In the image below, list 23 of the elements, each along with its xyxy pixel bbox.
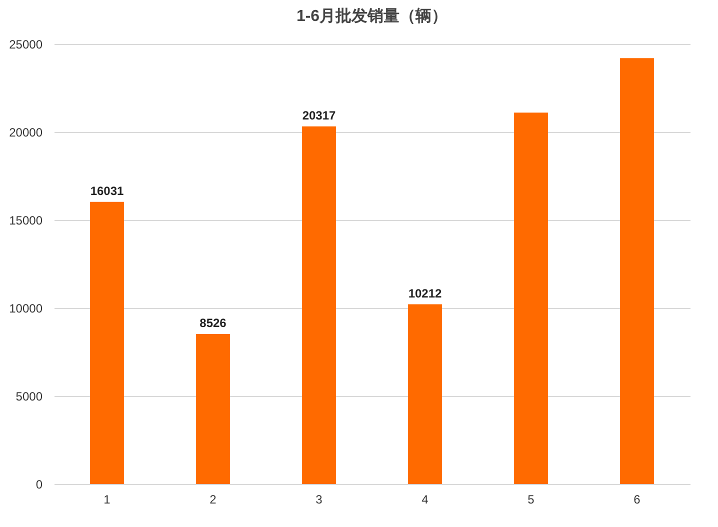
bar (302, 126, 336, 484)
x-tick-label: 4 (422, 492, 429, 506)
y-tick-label: 20000 (9, 126, 43, 140)
data-label: 10212 (408, 286, 442, 300)
y-tick-label: 0 (36, 478, 43, 492)
x-tick-label: 2 (210, 492, 217, 506)
x-tick-label: 6 (634, 492, 641, 506)
x-tick-label: 3 (316, 492, 323, 506)
chart-title: 1-6月批发销量（辆） (296, 7, 448, 25)
y-tick-label: 15000 (9, 214, 43, 228)
bar (196, 334, 230, 484)
y-tick-label: 25000 (9, 38, 43, 52)
x-tick-label: 5 (528, 492, 535, 506)
y-tick-label: 10000 (9, 302, 43, 316)
data-label: 8526 (200, 316, 227, 330)
bar (514, 112, 548, 484)
data-label: 20317 (302, 108, 336, 122)
bar (620, 58, 654, 484)
x-tick-label: 1 (104, 492, 111, 506)
y-tick-label: 5000 (16, 390, 43, 404)
data-label: 16031 (90, 184, 124, 198)
bar (90, 202, 124, 484)
bar (408, 304, 442, 484)
